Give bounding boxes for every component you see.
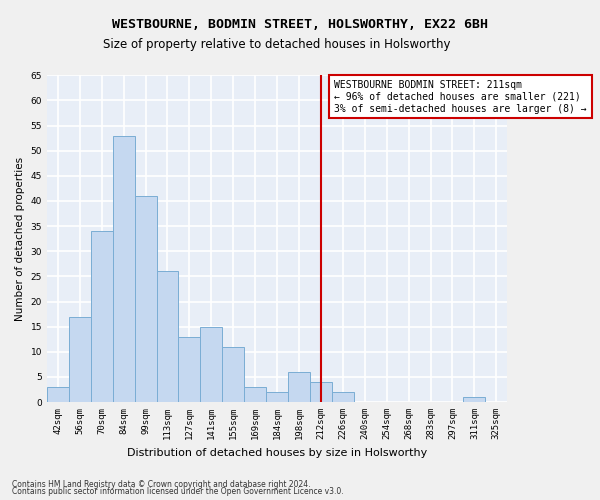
- Bar: [266, 392, 288, 402]
- Bar: [134, 196, 157, 402]
- Bar: [157, 272, 178, 402]
- Text: WESTBOURNE BODMIN STREET: 211sqm
← 96% of detached houses are smaller (221)
3% o: WESTBOURNE BODMIN STREET: 211sqm ← 96% o…: [334, 80, 587, 114]
- Bar: [463, 397, 485, 402]
- Bar: [47, 387, 69, 402]
- Bar: [288, 372, 310, 402]
- Bar: [223, 347, 244, 402]
- Text: Contains HM Land Registry data © Crown copyright and database right 2024.: Contains HM Land Registry data © Crown c…: [12, 480, 311, 489]
- Bar: [91, 231, 113, 402]
- X-axis label: Distribution of detached houses by size in Holsworthy: Distribution of detached houses by size …: [127, 448, 427, 458]
- Y-axis label: Number of detached properties: Number of detached properties: [15, 156, 25, 320]
- Bar: [178, 336, 200, 402]
- Bar: [332, 392, 354, 402]
- Bar: [113, 136, 134, 402]
- Bar: [200, 326, 223, 402]
- Bar: [69, 316, 91, 402]
- Text: WESTBOURNE, BODMIN STREET, HOLSWORTHY, EX22 6BH: WESTBOURNE, BODMIN STREET, HOLSWORTHY, E…: [112, 18, 488, 30]
- Title: Size of property relative to detached houses in Holsworthy: Size of property relative to detached ho…: [103, 38, 451, 51]
- Text: Contains public sector information licensed under the Open Government Licence v3: Contains public sector information licen…: [12, 487, 344, 496]
- Bar: [310, 382, 332, 402]
- Bar: [244, 387, 266, 402]
